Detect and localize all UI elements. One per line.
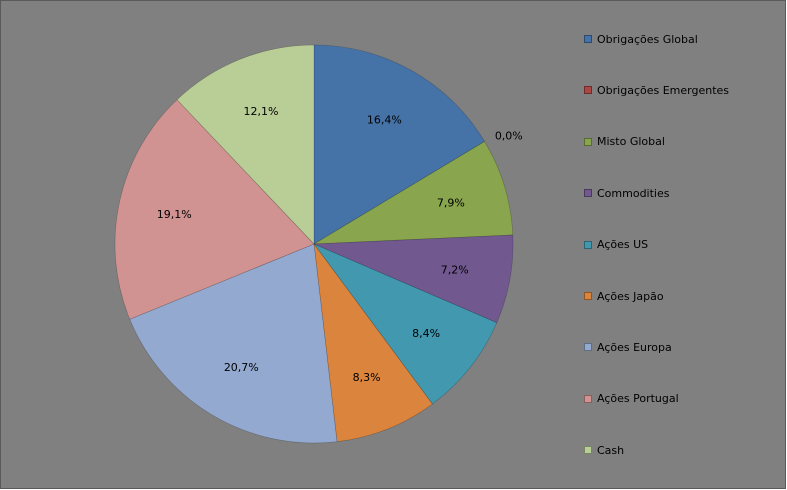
legend-label: Obrigações Emergentes — [597, 83, 730, 97]
pie-slice-1 — [313, 44, 485, 245]
pie-slice-9 — [176, 44, 315, 245]
legend-swatch — [584, 86, 592, 95]
legend-swatch — [584, 446, 592, 455]
pie-slice-5 — [313, 243, 498, 405]
pie-slice-6 — [313, 242, 433, 442]
legend-item-4: Commodities — [584, 185, 669, 201]
legend-swatch — [584, 189, 592, 198]
pie-slice-8 — [114, 99, 315, 320]
data-label-9: 12,1% — [244, 105, 279, 118]
pie-slice-3 — [313, 141, 514, 245]
data-label-6: 8,3% — [353, 371, 381, 384]
pie-slice-4 — [313, 234, 514, 324]
legend-swatch — [584, 137, 592, 146]
legend-label: Ações Japão — [597, 289, 664, 303]
legend-item-7: Ações Europa — [584, 339, 672, 355]
legend-item-3: Misto Global — [584, 134, 665, 150]
legend-label: Obrigações Global — [597, 32, 698, 46]
legend-item-8: Ações Portugal — [584, 391, 679, 407]
legend-item-1: Obrigações Global — [584, 31, 698, 47]
data-label-4: 7,2% — [441, 264, 469, 277]
legend-swatch — [584, 240, 592, 249]
legend-item-5: Ações US — [584, 237, 648, 253]
legend-swatch — [584, 35, 592, 43]
legend-item-2: Obrigações Emergentes — [584, 82, 729, 98]
data-label-8: 19,1% — [157, 208, 192, 221]
data-label-5: 8,4% — [412, 327, 440, 340]
pie-slice-7 — [129, 243, 338, 444]
legend-label: Cash — [597, 443, 625, 457]
legend-swatch — [584, 292, 592, 300]
legend-label: Ações US — [597, 238, 649, 252]
legend-label: Ações Portugal — [597, 392, 679, 406]
legend-item-6: Ações Japão — [584, 288, 664, 304]
legend-label: Ações Europa — [597, 340, 672, 354]
legend-item-9: Cash — [584, 442, 624, 458]
legend-swatch — [584, 394, 592, 403]
data-label-3: 7,9% — [437, 197, 465, 210]
legend-label: Commodities — [597, 186, 670, 200]
data-label-1: 16,4% — [367, 114, 402, 127]
legend-swatch — [584, 343, 592, 352]
data-label-7: 20,7% — [224, 361, 259, 374]
data-label-2: 0,0% — [495, 129, 523, 142]
legend-label: Misto Global — [597, 135, 665, 149]
